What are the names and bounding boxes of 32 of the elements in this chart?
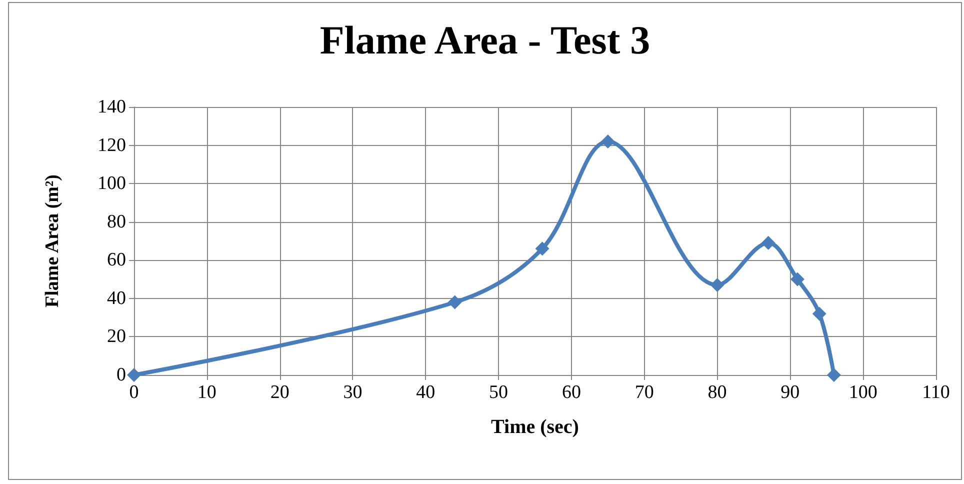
y-tick-label: 20 (107, 326, 126, 348)
x-tick-label: 0 (129, 382, 139, 403)
x-tick-label: 90 (780, 382, 800, 403)
chart-title: Flame Area - Test 3 (320, 18, 650, 62)
x-tick-label: 10 (197, 382, 216, 403)
x-tick-label: 60 (562, 382, 581, 403)
point (448, 295, 462, 310)
x-tick-label: 70 (634, 382, 654, 403)
y-axis-title: Flame Area (m²) (42, 174, 63, 308)
y-tick-label: 40 (107, 288, 126, 309)
x-tick-label: 40 (416, 382, 436, 403)
x-tick-label: 30 (343, 382, 362, 403)
point (812, 306, 826, 321)
x-tick-label: 50 (489, 382, 508, 403)
y-tick-label: 140 (98, 96, 126, 118)
point (710, 278, 724, 292)
x-tick-label: 100 (848, 382, 878, 403)
point (826, 368, 841, 382)
x-axis-title: Time (sec) (491, 416, 579, 438)
y-tick-label: 100 (98, 173, 126, 194)
y-tick-label: 60 (107, 250, 126, 271)
y-tick-label: 80 (107, 211, 126, 232)
point (790, 272, 804, 286)
x-tick-label: 20 (270, 382, 290, 403)
point (127, 368, 141, 382)
y-tick-label: 120 (98, 134, 126, 156)
point (535, 242, 550, 256)
x-tick-label: 110 (922, 382, 950, 403)
x-tick-label: 80 (708, 382, 727, 403)
y-tick-label: 0 (116, 364, 126, 386)
point (600, 134, 615, 148)
point (761, 236, 776, 250)
